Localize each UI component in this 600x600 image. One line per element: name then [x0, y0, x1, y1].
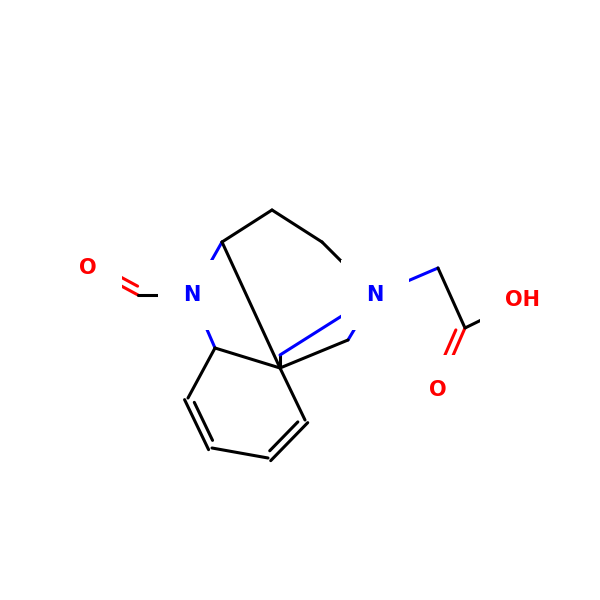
- Text: O: O: [79, 258, 97, 278]
- Text: N: N: [367, 285, 383, 305]
- Text: N: N: [184, 285, 200, 305]
- Text: OH: OH: [505, 290, 539, 310]
- Text: O: O: [429, 380, 447, 400]
